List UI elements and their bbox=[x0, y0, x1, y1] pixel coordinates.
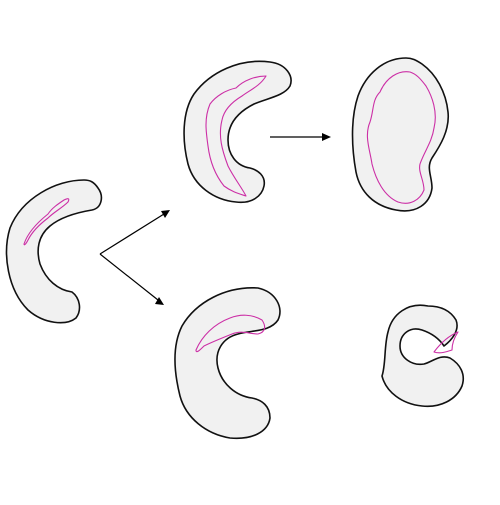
crescent-upper-2 bbox=[351, 57, 450, 212]
cavity-lower-1 bbox=[195, 314, 266, 353]
crescent-initial bbox=[5, 179, 103, 324]
arrow-upper-progression bbox=[270, 133, 331, 141]
stage-upper-1 bbox=[183, 60, 292, 204]
cavity-lower-2 bbox=[433, 331, 459, 354]
stage-lower-1 bbox=[174, 287, 281, 440]
arrow-upper-branch bbox=[99, 210, 170, 255]
cavity-upper-2 bbox=[366, 71, 436, 204]
stage-initial bbox=[5, 179, 103, 324]
crescent-lower-1 bbox=[174, 287, 281, 440]
stage-lower-2 bbox=[381, 304, 465, 408]
crescent-lower-2 bbox=[381, 304, 465, 408]
cavity-initial bbox=[23, 198, 70, 246]
arrow-lower-branch bbox=[99, 253, 164, 305]
cavity-upper-1 bbox=[205, 75, 267, 197]
stage-upper-2 bbox=[351, 57, 450, 212]
crescent-upper-1 bbox=[183, 60, 292, 204]
